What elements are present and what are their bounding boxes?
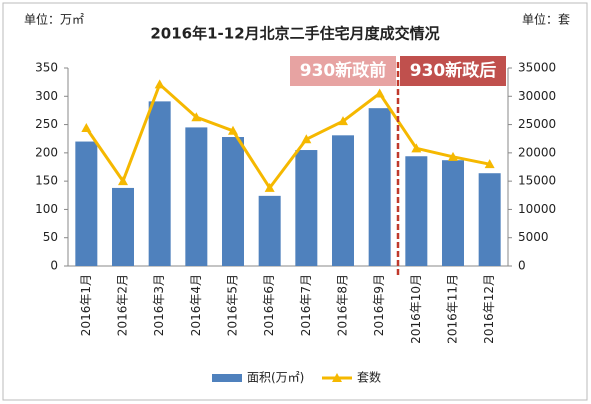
y-tick-label: 100 bbox=[35, 202, 58, 216]
bar bbox=[112, 187, 134, 266]
bar bbox=[75, 141, 98, 266]
line-marker bbox=[81, 122, 92, 132]
line-marker bbox=[338, 116, 348, 126]
x-tick-label: 2016年9月 bbox=[372, 274, 386, 336]
line-marker bbox=[154, 79, 165, 89]
bar bbox=[222, 137, 244, 266]
y-tick-label: 0 bbox=[50, 259, 58, 273]
x-tick-label: 2016年12月 bbox=[482, 274, 496, 344]
y2-unit-label: 单位：套 bbox=[522, 12, 570, 27]
y2-tick-label: 15000 bbox=[518, 174, 556, 188]
y2-tick-label: 0 bbox=[518, 259, 526, 273]
x-tick-label: 2016年7月 bbox=[299, 274, 313, 336]
y2-tick-label: 30000 bbox=[518, 89, 556, 103]
bar bbox=[332, 135, 354, 266]
y2-tick-label: 20000 bbox=[518, 145, 556, 159]
x-tick-label: 2016年1月 bbox=[79, 274, 93, 336]
line-marker bbox=[374, 88, 385, 98]
y-tick-label: 350 bbox=[35, 61, 58, 75]
bar bbox=[295, 150, 318, 266]
line-marker bbox=[228, 125, 238, 135]
y-tick-label: 150 bbox=[35, 174, 58, 188]
line-marker bbox=[118, 176, 128, 186]
line-marker bbox=[411, 143, 422, 153]
x-tick-label: 2016年10月 bbox=[409, 274, 423, 344]
bar bbox=[148, 101, 171, 267]
bar bbox=[405, 156, 428, 266]
x-tick-label: 2016年2月 bbox=[116, 274, 130, 336]
x-tick-label: 2016年5月 bbox=[226, 274, 240, 336]
legend-swatch bbox=[332, 373, 342, 382]
annotation-box bbox=[400, 56, 506, 86]
line-marker bbox=[448, 151, 458, 161]
x-tick-label: 2016年3月 bbox=[152, 274, 166, 336]
bar bbox=[258, 195, 281, 266]
bar bbox=[185, 127, 208, 267]
y-tick-label: 250 bbox=[35, 117, 58, 131]
x-tick-label: 2016年11月 bbox=[446, 274, 460, 344]
legend-label: 面积(万㎡) bbox=[247, 371, 304, 385]
line-marker bbox=[301, 134, 312, 144]
line-marker bbox=[264, 182, 275, 192]
legend-label: 套数 bbox=[357, 370, 381, 385]
x-tick-label: 2016年4月 bbox=[189, 274, 203, 336]
legend-swatch bbox=[212, 374, 242, 382]
bar bbox=[478, 173, 501, 266]
bar bbox=[442, 160, 464, 266]
y2-tick-label: 5000 bbox=[518, 230, 549, 244]
x-tick-label: 2016年6月 bbox=[262, 274, 276, 336]
annotation: 930新政前 bbox=[300, 60, 387, 81]
x-tick-label: 2016年8月 bbox=[336, 274, 350, 336]
y-tick-label: 200 bbox=[35, 145, 58, 159]
y2-tick-label: 10000 bbox=[518, 202, 556, 216]
line-marker bbox=[191, 112, 202, 122]
y-tick-label: 50 bbox=[43, 230, 58, 244]
y2-tick-label: 25000 bbox=[518, 117, 556, 131]
line-marker bbox=[484, 159, 495, 169]
bar bbox=[368, 108, 391, 266]
y-tick-label: 300 bbox=[35, 89, 58, 103]
line bbox=[85, 81, 490, 191]
y-unit-label: 单位：万㎡ bbox=[24, 12, 84, 27]
chart-title: 2016年1-12月北京二手住宅月度成交情况 bbox=[150, 25, 439, 43]
y2-tick-label: 35000 bbox=[518, 61, 556, 75]
annotation-box bbox=[290, 56, 396, 86]
annotation: 930新政后 bbox=[410, 60, 497, 81]
